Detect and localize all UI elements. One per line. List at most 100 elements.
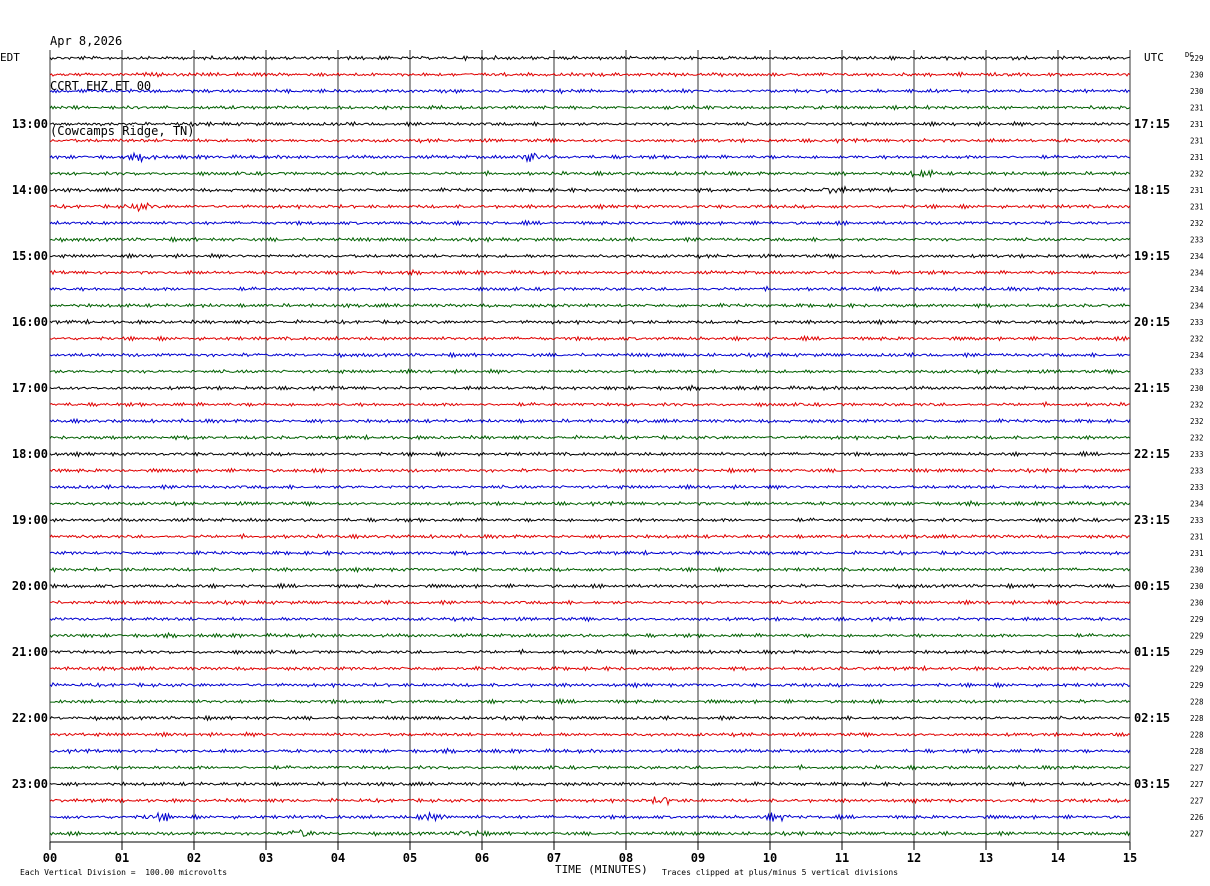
trace-row-23 <box>49 433 1131 441</box>
trace-row-10 <box>49 219 1131 227</box>
dc-value: 233 <box>1190 368 1204 377</box>
x-tick-label: 09 <box>691 851 705 865</box>
dc-value: 233 <box>1190 483 1204 492</box>
trace-row-24 <box>49 450 1131 458</box>
trace-row-26 <box>49 483 1131 491</box>
edt-hour-label: 14:00 <box>12 183 48 197</box>
dc-value: 226 <box>1190 813 1204 822</box>
record-date: Apr 8,2026 <box>50 34 123 48</box>
trace-row-1 <box>49 71 1131 78</box>
trace-row-31 <box>49 566 1131 574</box>
dc-value: 232 <box>1190 219 1204 228</box>
x-tick-label: 14 <box>1051 851 1065 865</box>
trace-row-13 <box>49 268 1131 277</box>
trace-row-22 <box>49 417 1131 425</box>
dc-value: 229 <box>1190 615 1204 624</box>
trace-row-40 <box>49 714 1131 722</box>
header-block: Apr 8,2026 CCRT EHZ ET 00 (Cowcamps Ridg… <box>50 4 195 154</box>
edt-hour-label: 22:00 <box>12 711 48 725</box>
dc-value: 227 <box>1190 780 1204 789</box>
trace-row-38 <box>49 681 1131 689</box>
trace-row-29 <box>49 532 1131 540</box>
trace-row-46 <box>49 810 1131 823</box>
dc-value: 234 <box>1190 302 1204 311</box>
trace-row-6 <box>49 151 1131 164</box>
edt-hour-label: 13:00 <box>12 117 48 131</box>
dc-value: 233 <box>1190 318 1204 327</box>
edt-hour-label: 21:00 <box>12 645 48 659</box>
x-tick-label: 13 <box>979 851 993 865</box>
dc-value: 231 <box>1190 533 1204 542</box>
trace-row-18 <box>49 351 1131 359</box>
dc-value: 232 <box>1190 170 1204 179</box>
utc-label: UTC <box>1144 51 1164 64</box>
utc-hour-label: 19:15 <box>1134 249 1170 263</box>
edt-hour-label: 15:00 <box>12 249 48 263</box>
trace-row-4 <box>49 120 1131 128</box>
dc-value: 231 <box>1190 104 1204 113</box>
x-tick-label: 15 <box>1123 851 1137 865</box>
edt-hour-label: 19:00 <box>12 513 48 527</box>
edt-hour-label: 18:00 <box>12 447 48 461</box>
dc-value: 234 <box>1190 252 1204 261</box>
trace-row-33 <box>49 599 1131 606</box>
station-code: CCRT EHZ ET 00 <box>50 79 152 93</box>
trace-row-36 <box>49 648 1131 656</box>
utc-hour-label: 03:15 <box>1134 777 1170 791</box>
clip-note: Traces clipped at plus/minus 5 vertical … <box>662 868 898 877</box>
x-tick-label: 03 <box>259 851 273 865</box>
utc-hour-label: 18:15 <box>1134 183 1170 197</box>
x-tick-label: 06 <box>475 851 489 865</box>
trace-row-47 <box>49 829 1131 838</box>
trace-row-8 <box>49 185 1131 195</box>
trace-row-25 <box>49 467 1131 475</box>
dc-value: 231 <box>1190 120 1204 129</box>
dc-value: 232 <box>1190 417 1204 426</box>
dc-value: 229 <box>1190 665 1204 674</box>
dc-value: 228 <box>1190 698 1204 707</box>
x-axis-title: TIME (MINUTES) <box>555 863 648 876</box>
dc-value: 227 <box>1190 797 1204 806</box>
x-tick-label: 12 <box>907 851 921 865</box>
trace-row-27 <box>49 499 1131 508</box>
trace-row-28 <box>49 516 1131 524</box>
dc-value: 228 <box>1190 731 1204 740</box>
edt-label: EDT <box>0 51 20 64</box>
dc-value: 231 <box>1190 186 1204 195</box>
trace-row-17 <box>49 334 1131 343</box>
dc-value: 228 <box>1190 714 1204 723</box>
dc-value: 233 <box>1190 516 1204 525</box>
trace-row-15 <box>49 302 1131 309</box>
trace-row-19 <box>49 368 1131 375</box>
scale-note: Each Vertical Division = 100.00 microvol… <box>20 868 227 877</box>
dc-value: 234 <box>1190 500 1204 509</box>
axis-labels: 00 01 02 03 04 05 06 07 08 09 10 11 12 13 14 15 13:00 14:… <box>12 54 1204 865</box>
dc-label: DC <box>1185 51 1193 59</box>
trace-row-14 <box>49 285 1131 293</box>
trace-row-34 <box>49 616 1131 623</box>
utc-hour-label: 22:15 <box>1134 447 1170 461</box>
dc-value: 233 <box>1190 236 1204 245</box>
x-tick-label: 10 <box>763 851 777 865</box>
dc-value: 233 <box>1190 467 1204 476</box>
dc-value: 232 <box>1190 434 1204 443</box>
dc-value: 232 <box>1190 401 1204 410</box>
utc-hour-label: 23:15 <box>1134 513 1170 527</box>
trace-row-2 <box>49 87 1131 95</box>
edt-hour-label: 23:00 <box>12 777 48 791</box>
trace-row-43 <box>49 763 1131 771</box>
dc-value: 230 <box>1190 599 1204 608</box>
dc-value: 229 <box>1190 54 1204 63</box>
x-tick-label: 04 <box>331 851 345 865</box>
dc-value: 230 <box>1190 566 1204 575</box>
dc-value: 231 <box>1190 549 1204 558</box>
trace-row-42 <box>49 747 1131 755</box>
trace-row-39 <box>49 697 1131 706</box>
dc-value: 233 <box>1190 450 1204 459</box>
trace-row-12 <box>49 252 1131 260</box>
dc-value: 234 <box>1190 269 1204 278</box>
dc-value: 229 <box>1190 632 1204 641</box>
trace-row-44 <box>49 780 1131 788</box>
seismic-traces <box>49 54 1131 838</box>
